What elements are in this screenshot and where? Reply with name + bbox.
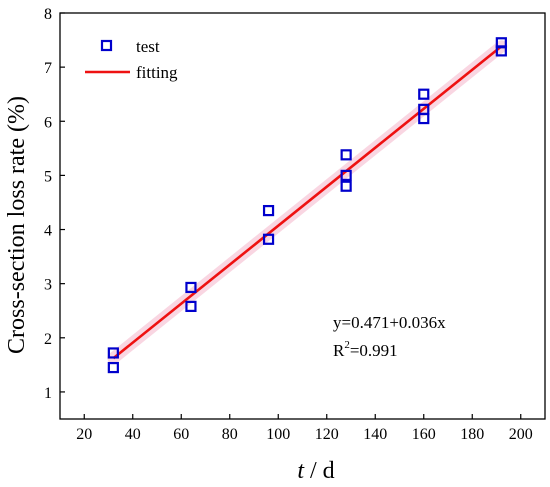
legend: test fitting	[85, 37, 178, 82]
x-axis-title-rest: / d	[304, 458, 335, 484]
fit-annotation: y=0.471+0.036x R2=0.991	[333, 313, 446, 360]
legend-label-fitting: fitting	[136, 63, 178, 82]
r2-superscript: 2	[344, 339, 350, 351]
x-tick-label: 200	[509, 426, 533, 443]
fit-equation: y=0.471+0.036x	[333, 313, 446, 332]
data-point	[107, 347, 119, 359]
y-tick-label: 3	[44, 277, 52, 294]
y-tick-label: 2	[44, 331, 52, 348]
x-tick-label: 140	[363, 426, 387, 443]
x-tick-label: 160	[412, 426, 436, 443]
data-point	[418, 103, 430, 115]
fit-line	[112, 45, 503, 360]
y-tick-label: 4	[44, 223, 52, 240]
data-point	[340, 180, 352, 192]
y-axis-title: Cross-section loss rate (%)	[4, 96, 30, 354]
r2-prefix: R	[333, 341, 345, 360]
x-axis-title: t / d	[297, 458, 334, 484]
data-point	[262, 233, 275, 245]
data-point	[107, 361, 119, 374]
y-tick-label: 7	[44, 60, 52, 77]
x-tick-label: 60	[173, 426, 189, 443]
data-point	[185, 281, 197, 294]
y-tick-label: 5	[44, 168, 52, 185]
legend-label-test: test	[136, 37, 160, 56]
x-tick-label: 20	[76, 426, 92, 443]
data-point	[185, 300, 197, 313]
data-point	[340, 169, 352, 181]
x-tick-label: 80	[222, 426, 238, 443]
x-tick-label: 120	[315, 426, 339, 443]
x-tick-label: 40	[125, 426, 141, 443]
x-tick-label: 100	[266, 426, 290, 443]
x-tick-label: 180	[460, 426, 484, 443]
plot-frame	[59, 12, 546, 420]
data-point	[418, 88, 430, 100]
fit-r-squared: R2=0.991	[333, 339, 398, 360]
ticks-layer: 20 40 60 80 100 120 140 160 180 200 1 2 3 4 5 6 7 8	[44, 6, 533, 443]
data-point	[495, 37, 507, 49]
legend-marker-test	[100, 39, 113, 52]
r2-value: =0.991	[350, 341, 398, 360]
y-tick-label: 6	[44, 114, 52, 131]
y-tick-label: 8	[44, 6, 52, 23]
data-point	[262, 204, 275, 217]
marks-layer	[107, 37, 508, 374]
data-point	[340, 149, 352, 161]
y-tick-label: 1	[44, 385, 52, 402]
x-axis-title-italic: t	[297, 458, 305, 484]
